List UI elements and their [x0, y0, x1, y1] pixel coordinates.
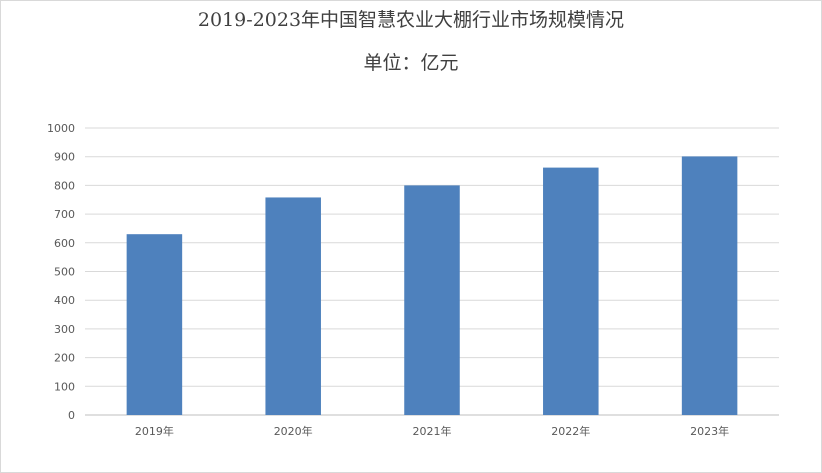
y-tick-label: 700	[54, 208, 75, 221]
y-tick-label: 300	[54, 323, 75, 336]
y-tick-label: 400	[54, 294, 75, 307]
x-tick-label: 2021年	[413, 424, 452, 438]
x-tick-label: 2020年	[274, 424, 313, 438]
bar	[543, 167, 599, 415]
chart-title: 2019-2023年中国智慧农业大棚行业市场规模情况	[197, 9, 625, 31]
x-tick-label: 2023年	[690, 424, 729, 438]
y-tick-label: 0	[68, 409, 75, 422]
y-tick-label: 1000	[47, 122, 75, 135]
bar	[126, 234, 183, 415]
y-tick-label: 800	[54, 179, 75, 192]
chart-subtitle: 单位：亿元	[363, 52, 459, 74]
y-tick-label: 900	[54, 151, 75, 164]
y-tick-label: 600	[54, 237, 75, 250]
x-tick-label: 2019年	[135, 424, 174, 438]
bar	[681, 156, 738, 415]
y-tick-label: 100	[54, 380, 75, 393]
bar	[265, 197, 321, 415]
y-tick-label: 200	[54, 352, 75, 365]
y-tick-label: 500	[54, 266, 75, 279]
bar	[404, 185, 460, 415]
x-tick-label: 2022年	[551, 424, 590, 438]
